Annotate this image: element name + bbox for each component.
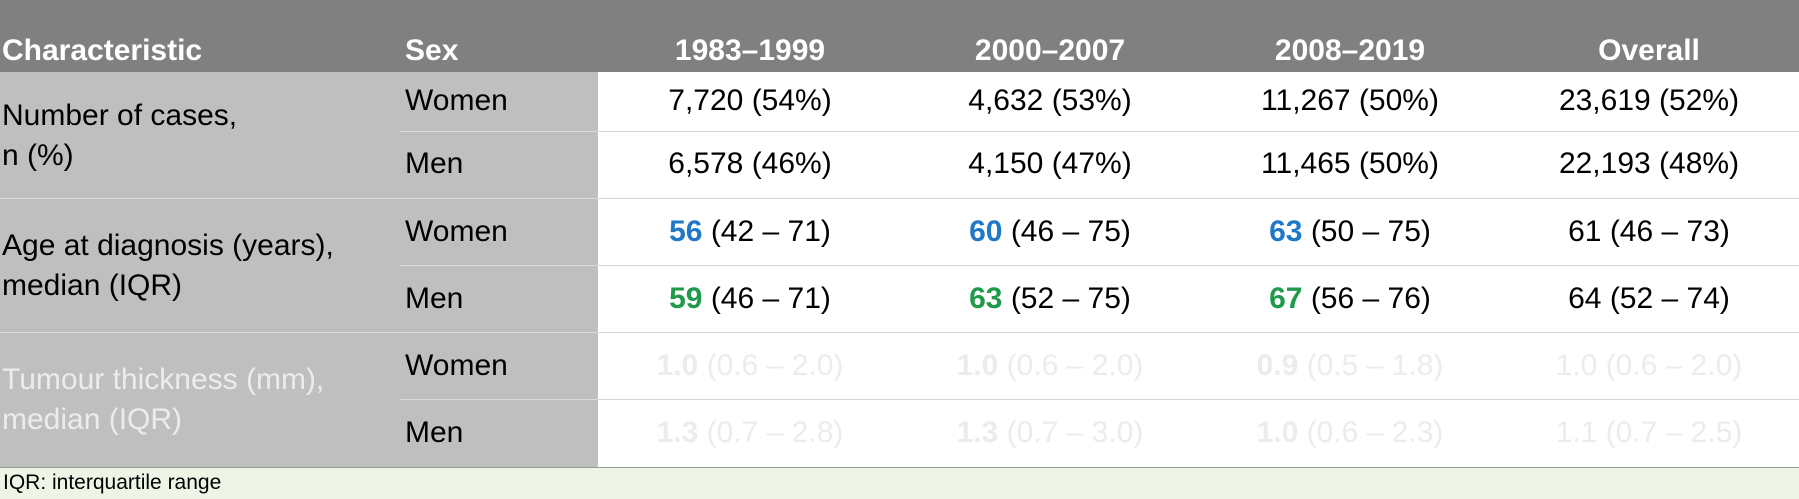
cases-women-1983-1999: 7,720 (54%) xyxy=(668,84,832,117)
sex-women-label: Women xyxy=(405,215,508,248)
row-divider xyxy=(598,265,1799,266)
thickness-women-median: 1.0 xyxy=(956,349,999,382)
group-divider xyxy=(598,198,1799,199)
characteristic-thickness-line1: Tumour thickness (mm), xyxy=(2,363,325,396)
age-men-overall: 64 (52 – 74) xyxy=(1568,282,1730,315)
age-men-iqr: (46 – 71) xyxy=(710,282,831,315)
age-women-1983-1999: 56 (42 – 71) xyxy=(600,215,900,249)
thickness-women-1983-1999: 1.0 (0.6 – 2.0) xyxy=(600,349,900,383)
thickness-men-iqr: (0.7 – 3.0) xyxy=(1006,416,1144,449)
sex-women-label: Women xyxy=(405,349,508,382)
table-header: Characteristic Sex 1983–1999 2000–2007 2… xyxy=(0,0,1799,72)
header-period-1983-1999: 1983–1999 xyxy=(674,34,826,67)
cases-men-2008-2019: 11,465 (50%) xyxy=(1261,147,1439,180)
thickness-women-2008-2019: 0.9 (0.5 – 1.8) xyxy=(1200,349,1500,383)
sex-men-label: Men xyxy=(405,416,464,449)
thickness-men-1983-1999: 1.3 (0.7 – 2.8) xyxy=(600,416,900,450)
thickness-men-2000-2007: 1.3 (0.7 – 3.0) xyxy=(900,416,1200,450)
age-women-median: 63 xyxy=(1269,215,1303,248)
characteristic-cases-label: Number of cases, n (%) xyxy=(2,96,237,176)
age-men-median: 63 xyxy=(969,282,1003,315)
header-period-2008-2019: 2008–2019 xyxy=(1274,34,1426,67)
header-sex: Sex xyxy=(405,34,459,67)
group-divider xyxy=(0,332,598,333)
thickness-men-overall: 1.1 (0.7 – 2.5) xyxy=(1555,416,1743,449)
cases-women-overall: 23,619 (52%) xyxy=(1558,84,1740,117)
header-overall: Overall xyxy=(1598,34,1700,67)
characteristic-age-line1: Age at diagnosis (years), xyxy=(2,229,334,262)
age-men-iqr: (56 – 76) xyxy=(1310,282,1431,315)
thickness-women-iqr: (0.5 – 1.8) xyxy=(1306,349,1444,382)
header-characteristic: Characteristic xyxy=(2,34,203,67)
characteristic-thickness-label: Tumour thickness (mm), median (IQR) xyxy=(2,360,324,440)
thickness-women-median: 0.9 xyxy=(1256,349,1299,382)
characteristic-cases-line1: Number of cases, xyxy=(2,99,238,132)
thickness-women-iqr: (0.6 – 2.0) xyxy=(706,349,844,382)
row-divider xyxy=(400,399,598,400)
cases-men-overall: 22,193 (48%) xyxy=(1558,147,1740,180)
age-men-iqr: (52 – 75) xyxy=(1010,282,1131,315)
age-men-2008-2019: 67 (56 – 76) xyxy=(1200,282,1500,316)
sex-men-label: Men xyxy=(405,147,464,180)
characteristic-age-label: Age at diagnosis (years), median (IQR) xyxy=(2,226,334,306)
row-divider xyxy=(400,265,598,266)
characteristic-thickness-line2: median (IQR) xyxy=(2,403,183,436)
sex-men-label: Men xyxy=(405,282,464,315)
label-column-background xyxy=(0,72,598,467)
characteristic-cases-line2: n (%) xyxy=(2,139,74,172)
age-women-iqr: (42 – 71) xyxy=(710,215,831,248)
thickness-men-2008-2019: 1.0 (0.6 – 2.3) xyxy=(1200,416,1500,450)
thickness-men-median: 1.3 xyxy=(956,416,999,449)
cases-men-2000-2007: 4,150 (47%) xyxy=(968,147,1132,180)
group-divider xyxy=(0,198,598,199)
age-women-iqr: (46 – 75) xyxy=(1010,215,1131,248)
age-women-median: 60 xyxy=(969,215,1003,248)
row-divider xyxy=(598,131,1799,132)
cases-women-2008-2019: 11,267 (50%) xyxy=(1261,84,1439,117)
age-women-overall: 61 (46 – 73) xyxy=(1568,215,1730,248)
thickness-men-median: 1.0 xyxy=(1256,416,1299,449)
characteristic-age-line2: median (IQR) xyxy=(2,269,183,302)
row-divider xyxy=(598,399,1799,400)
age-women-iqr: (50 – 75) xyxy=(1310,215,1431,248)
footnote: IQR: interquartile range xyxy=(0,467,1799,499)
thickness-women-overall: 1.0 (0.6 – 2.0) xyxy=(1555,349,1743,382)
age-men-2000-2007: 63 (52 – 75) xyxy=(900,282,1200,316)
thickness-women-median: 1.0 xyxy=(656,349,699,382)
age-men-median: 67 xyxy=(1269,282,1303,315)
thickness-men-iqr: (0.7 – 2.8) xyxy=(706,416,844,449)
age-women-2000-2007: 60 (46 – 75) xyxy=(900,215,1200,249)
sex-women-label: Women xyxy=(405,84,508,117)
thickness-men-iqr: (0.6 – 2.3) xyxy=(1306,416,1444,449)
header-period-2000-2007: 2000–2007 xyxy=(974,34,1126,67)
cases-women-2000-2007: 4,632 (53%) xyxy=(968,84,1132,117)
age-women-median: 56 xyxy=(669,215,703,248)
thickness-women-iqr: (0.6 – 2.0) xyxy=(1006,349,1144,382)
thickness-women-2000-2007: 1.0 (0.6 – 2.0) xyxy=(900,349,1200,383)
row-divider xyxy=(400,131,598,132)
age-men-median: 59 xyxy=(669,282,703,315)
thickness-men-median: 1.3 xyxy=(656,416,699,449)
age-women-2008-2019: 63 (50 – 75) xyxy=(1200,215,1500,249)
age-men-1983-1999: 59 (46 – 71) xyxy=(600,282,900,316)
group-divider xyxy=(598,332,1799,333)
cases-men-1983-1999: 6,578 (46%) xyxy=(668,147,832,180)
